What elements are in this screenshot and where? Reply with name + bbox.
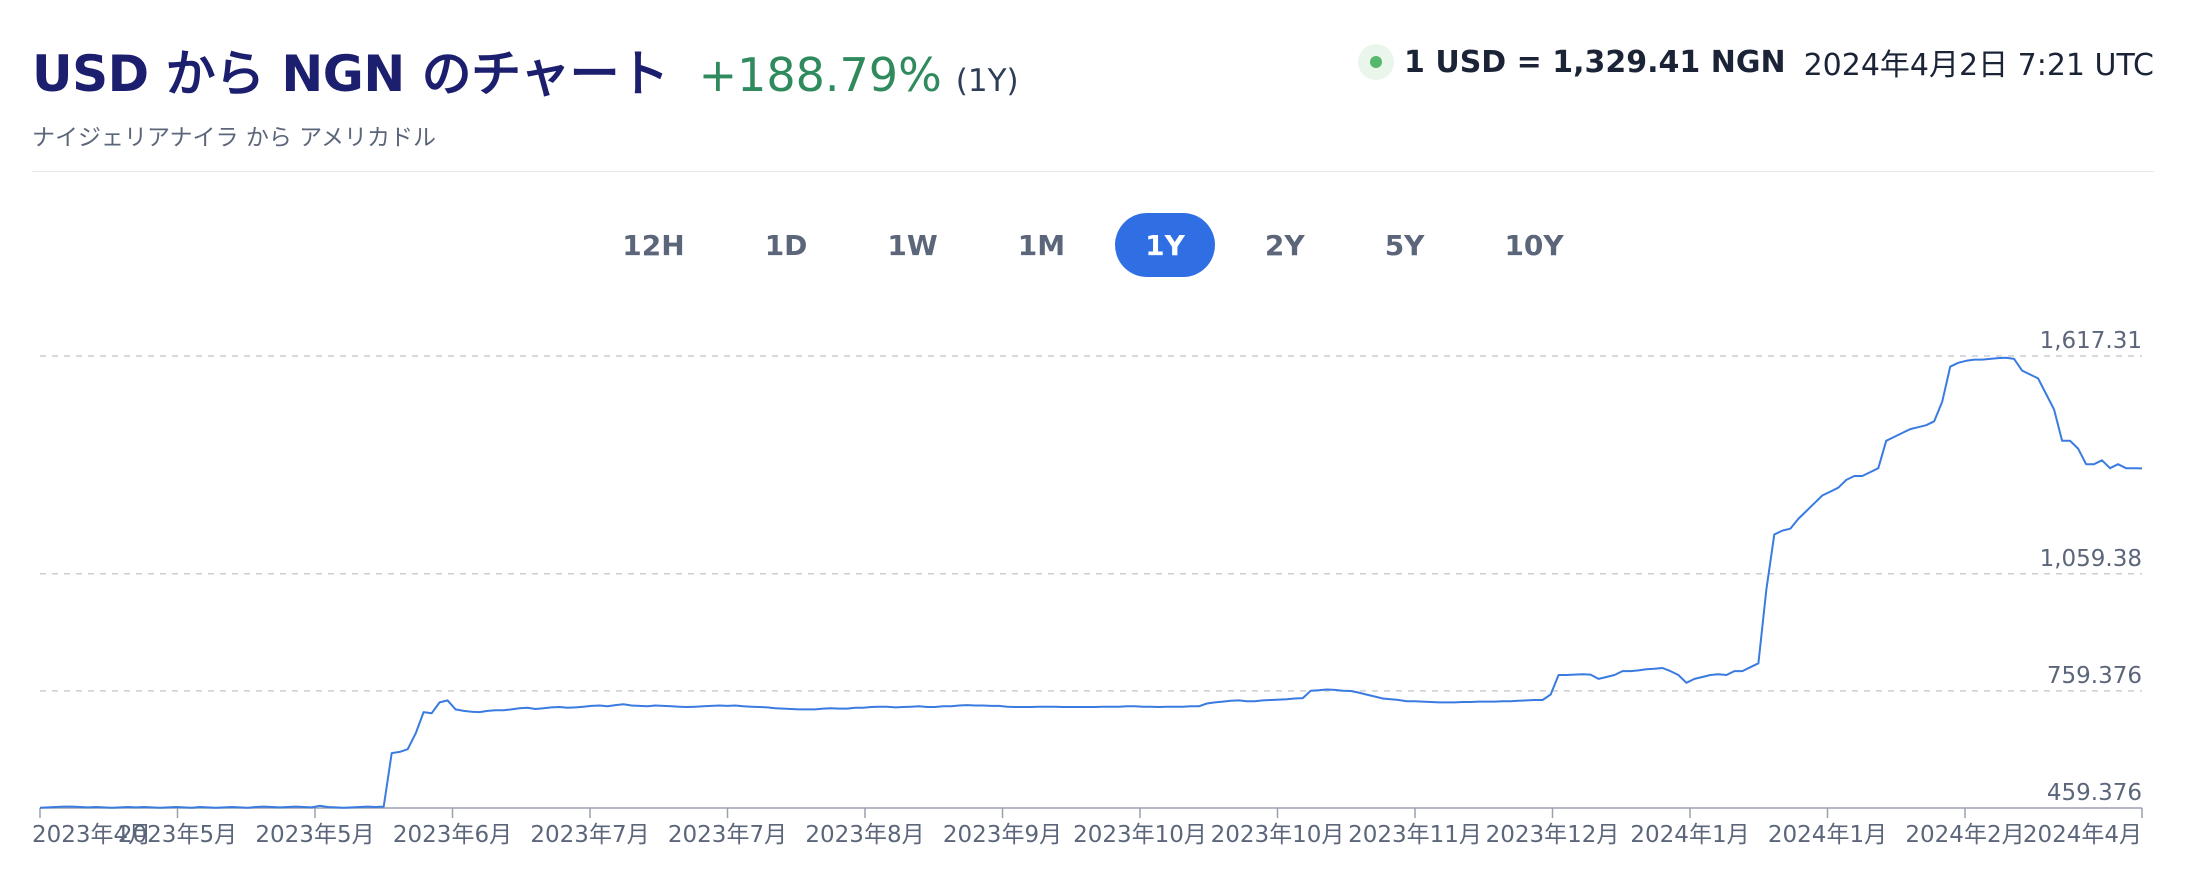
x-tick-label: 2023年5月: [118, 822, 237, 848]
period-button-12h[interactable]: 12H: [622, 228, 685, 262]
period-button-1w[interactable]: 1W: [887, 228, 938, 262]
x-tick-label: 2023年7月: [530, 822, 649, 848]
x-tick-label: 2024年1月: [1630, 822, 1749, 848]
chart-header: USD から NGN のチャート +188.79% (1Y) ナイジェリアナイラ…: [32, 28, 2154, 151]
period-button-1d[interactable]: 1D: [764, 228, 808, 262]
title-row: USD から NGN のチャート +188.79% (1Y): [32, 34, 1019, 106]
rate-timestamp: 2024年4月2日 7:21 UTC: [1803, 48, 2154, 83]
period-button-1y[interactable]: 1Y: [1115, 213, 1215, 277]
page-subtitle: ナイジェリアナイラ から アメリカドル: [32, 125, 437, 151]
x-tick-label: 2023年6月: [393, 822, 512, 848]
x-tick-label: 2023年9月: [943, 822, 1062, 848]
period-button-5y[interactable]: 5Y: [1384, 228, 1425, 262]
period-button-1m[interactable]: 1M: [1017, 228, 1066, 262]
rate-line-chart: 1,617.311,059.38759.376459.3762023年4月202…: [32, 328, 2143, 848]
y-tick-label: 1,059.38: [2040, 546, 2142, 572]
period-selector: 12H 1D 1W 1M 1Y 2Y 5Y 10Y: [0, 213, 2186, 277]
x-tick-label: 2023年5月: [255, 822, 374, 848]
change-period: (1Y): [955, 63, 1019, 99]
x-tick-label: 2023年4月: [32, 822, 151, 848]
change-percent: +188.79%: [698, 48, 942, 102]
header-divider: [32, 171, 2154, 172]
x-tick-label: 2024年4月: [2023, 822, 2142, 848]
x-tick-label: 2024年2月: [1905, 822, 2024, 848]
exchange-rate: 1 USD = 1,329.41 NGN: [1404, 44, 1786, 80]
rate-row: 1 USD = 1,329.41 NGN 2024年4月2日 7:21 UTC: [1358, 40, 2154, 84]
period-button-10y[interactable]: 10Y: [1504, 228, 1564, 262]
page-title: USD から NGN のチャート: [32, 45, 669, 103]
usd-ngn-rate-line: [39, 356, 2143, 809]
x-tick-label: 2023年11月: [1348, 822, 1482, 848]
y-tick-label: 459.376: [2047, 780, 2142, 806]
x-tick-label: 2023年12月: [1486, 822, 1620, 848]
y-tick-label: 1,617.31: [2040, 328, 2142, 354]
x-tick-label: 2023年7月: [668, 822, 787, 848]
live-indicator-icon: [1358, 44, 1395, 80]
x-tick-label: 2023年10月: [1073, 822, 1207, 848]
x-tick-label: 2024年1月: [1768, 822, 1887, 848]
period-button-2y[interactable]: 2Y: [1264, 228, 1305, 262]
y-tick-label: 759.376: [2047, 663, 2142, 689]
x-tick-label: 2023年8月: [805, 822, 924, 848]
x-tick-label: 2023年10月: [1211, 822, 1345, 848]
